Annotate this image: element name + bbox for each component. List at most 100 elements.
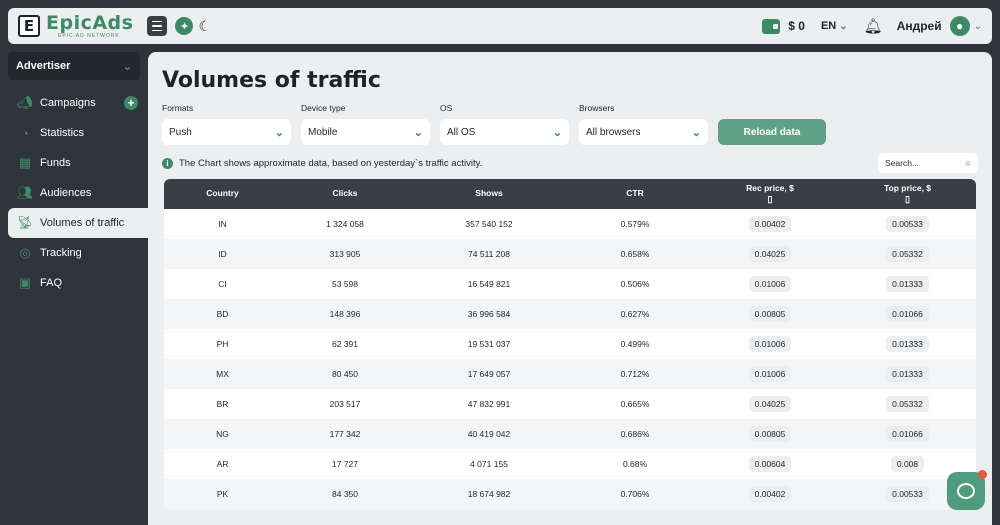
moon-icon[interactable]: ☾ (198, 17, 212, 34)
wallet-icon[interactable] (762, 18, 781, 34)
formats-select[interactable]: Push ⌄ (162, 119, 291, 145)
notification-dot (978, 470, 987, 479)
avatar[interactable]: ● (949, 16, 970, 36)
sidebar-item-volumes-of-traffic[interactable]: 📡︎ Volumes of traffic (8, 208, 148, 238)
table-cell: 0.686% (569, 419, 701, 449)
os-select[interactable]: All OS ⌄ (440, 119, 569, 145)
column-header[interactable]: Rec price, $ ▯ (701, 179, 839, 209)
chart-icon: ◔ (21, 125, 29, 141)
table-cell: 62 391 (281, 329, 409, 359)
table-cell: 0.00805 (701, 299, 839, 329)
megaphone-icon: 📣︎ (16, 95, 34, 110)
table-row: PH 62 391 19 531 037 0.499% 0.01006 0.01333 (164, 329, 976, 359)
reload-data-button[interactable]: Reload data (718, 119, 826, 145)
table-cell: 0.658% (569, 239, 701, 269)
table-cell: 17 727 (281, 449, 409, 479)
brand-name: EpicAds (46, 11, 134, 34)
select-value: All OS (447, 126, 476, 138)
sidebar-item-campaigns[interactable]: 📣︎ Campaigns + (8, 88, 148, 118)
brand-tagline: EPIC AD NETWORK (58, 32, 120, 39)
table-cell: 1 324 058 (281, 209, 409, 239)
table-cell: 0.01006 (701, 329, 839, 359)
bell-icon[interactable]: 🔔︎ (863, 18, 883, 35)
balance-amount[interactable]: $ 0 (788, 19, 805, 33)
main-panel: Volumes of traffic Formats Push ⌄ Device… (148, 52, 992, 525)
search-input[interactable]: Search... ⌕ (878, 153, 978, 173)
filter-label: Formats (162, 103, 194, 113)
select-value: All browsers (586, 126, 641, 138)
price-value: 0.01066 (886, 426, 929, 442)
sidebar-item-tracking[interactable]: ◎ Tracking (8, 238, 148, 268)
logo-mark[interactable]: E (18, 15, 40, 37)
sidebar-item-label: Statistics (40, 127, 85, 139)
table-cell: 0.00402 (701, 479, 839, 509)
sidebar-item-label: Funds (40, 157, 71, 169)
table-cell: 0.04025 (701, 239, 839, 269)
table-cell: 0.00402 (701, 209, 839, 239)
phone-icon: ▯ (767, 193, 773, 204)
price-value: 0.01333 (886, 336, 929, 352)
browsers-filter: Browsers All browsers ⌄ (579, 103, 708, 145)
sidebar-item-funds[interactable]: ▦ Funds (8, 148, 148, 178)
table-row: IN 1 324 058 357 540 152 0.579% 0.00402 0.005… (164, 209, 976, 239)
table-cell: 0.05332 (839, 239, 976, 269)
table-cell: BR (164, 389, 281, 419)
table-cell: 80 450 (281, 359, 409, 389)
table-cell: 148 396 (281, 299, 409, 329)
column-header[interactable]: Country (164, 179, 281, 209)
sidebar-item-label: Campaigns (40, 97, 96, 109)
sidebar-item-faq[interactable]: ▣ FAQ (8, 268, 148, 298)
chevron-down-icon: ⌄ (274, 126, 284, 139)
sidebar-item-label: Volumes of traffic (40, 217, 125, 229)
os-filter: OS All OS ⌄ (440, 103, 569, 145)
table-cell: PH (164, 329, 281, 359)
table-cell: MX (164, 359, 281, 389)
column-header[interactable]: Shows (409, 179, 569, 209)
sidebar-item-statistics[interactable]: ◔ Statistics (8, 118, 148, 148)
language-label: EN (820, 20, 837, 32)
table-cell: AR (164, 449, 281, 479)
table-cell: 0.01006 (701, 269, 839, 299)
column-header[interactable]: Clicks (281, 179, 409, 209)
menu-toggle-button[interactable] (147, 16, 168, 36)
table-row: ID 313 905 74 511 208 0.658% 0.04025 0.05332 (164, 239, 976, 269)
table-cell: IN (164, 209, 281, 239)
table-cell: 36 996 584 (409, 299, 569, 329)
chevron-down-icon[interactable]: ⌄ (973, 20, 982, 32)
lightbulb-icon[interactable]: ✦ (175, 17, 194, 35)
filters-row: Formats Push ⌄ Device type Mobile ⌄ OS A… (162, 103, 978, 145)
price-value: 0.05332 (886, 396, 929, 412)
top-price-header-label: Top price, $ (883, 182, 932, 193)
user-name[interactable]: Андрей (896, 19, 942, 33)
device-type-select[interactable]: Mobile ⌄ (301, 119, 430, 145)
table-cell: 0.627% (569, 299, 701, 329)
table-row: BR 203 517 47 832 991 0.665% 0.04025 0.05332 (164, 389, 976, 419)
language-select[interactable]: EN ⌄ (821, 20, 848, 32)
price-value: 0.00533 (886, 486, 929, 502)
price-value: 0.01066 (886, 306, 929, 322)
price-value: 0.00402 (748, 216, 792, 232)
logo[interactable]: EpicAds EPIC AD NETWORK (46, 11, 134, 39)
price-value: 0.04025 (748, 396, 792, 412)
device-type-filter: Device type Mobile ⌄ (301, 103, 430, 145)
column-header[interactable]: CTR (569, 179, 701, 209)
sidebar-item-audiences[interactable]: 👥︎ Audiences (8, 178, 148, 208)
table-cell: 0.01333 (839, 269, 976, 299)
select-value: Push (169, 126, 192, 138)
column-header[interactable]: Top price, $ ▯ (839, 179, 976, 209)
sidebar: Advertiser ⌄ 📣︎ Campaigns + ◔ Statistics… (8, 52, 148, 525)
add-campaign-button[interactable]: + (124, 96, 138, 110)
chevron-down-icon: ⌄ (122, 60, 132, 73)
filter-label: OS (440, 103, 453, 113)
table-cell: 0.00805 (701, 419, 839, 449)
table-cell: 17 649 057 (409, 359, 569, 389)
table-cell: BD (164, 299, 281, 329)
price-value: 0.05332 (886, 246, 929, 262)
phone-icon: ▯ (905, 193, 910, 204)
browsers-select[interactable]: All browsers ⌄ (579, 119, 708, 145)
chat-button[interactable] (947, 470, 987, 510)
role-select[interactable]: Advertiser ⌄ (8, 52, 140, 80)
table-cell: 0.008 (839, 449, 976, 479)
role-label: Advertiser (16, 60, 71, 72)
chevron-down-icon: ⌄ (691, 126, 701, 139)
